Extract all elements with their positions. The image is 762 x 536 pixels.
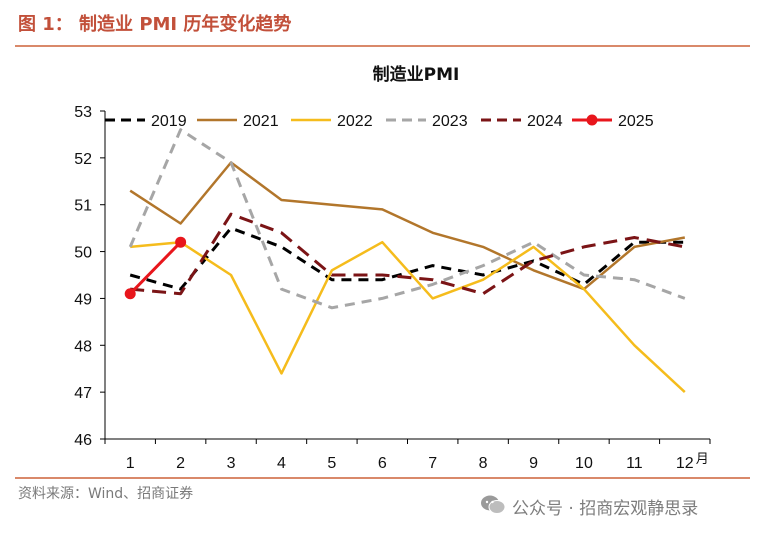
x-tick-label: 1 bbox=[126, 455, 135, 472]
chart-title: 制造业PMI bbox=[373, 64, 460, 85]
y-tick-label: 51 bbox=[74, 198, 92, 215]
source-note: 资料来源：Wind、招商证券 bbox=[18, 486, 194, 502]
y-tick-label: 49 bbox=[74, 291, 92, 308]
series-point-2025 bbox=[175, 236, 187, 248]
legend-label-2025: 2025 bbox=[618, 113, 654, 130]
legend-label-2023: 2023 bbox=[432, 113, 468, 130]
x-tick-label: 3 bbox=[227, 455, 236, 472]
x-tick-label: 9 bbox=[529, 455, 538, 472]
legend-marker-2025 bbox=[586, 114, 598, 126]
x-tick-label: 4 bbox=[277, 455, 286, 472]
watermark-text: 公众号 · 招商宏观静思录 bbox=[512, 499, 699, 519]
figure-title: 图 1： 制造业 PMI 历年变化趋势 bbox=[18, 14, 292, 35]
y-tick-label: 53 bbox=[74, 104, 92, 121]
y-tick-label: 47 bbox=[74, 385, 92, 402]
x-tick-label: 8 bbox=[479, 455, 488, 472]
x-tick-label: 7 bbox=[428, 455, 437, 472]
x-tick-label: 10 bbox=[575, 455, 593, 472]
source-divider bbox=[15, 477, 750, 479]
x-tick-label: 5 bbox=[327, 455, 336, 472]
series-line-2023 bbox=[128, 128, 686, 310]
series-line-2024 bbox=[130, 212, 686, 296]
x-tick-label: 12 bbox=[676, 455, 694, 472]
x-tick-label: 2 bbox=[176, 455, 185, 472]
title-divider bbox=[15, 45, 750, 47]
series-line-2022 bbox=[130, 240, 686, 394]
y-tick-label: 52 bbox=[74, 151, 92, 168]
legend-label-2024: 2024 bbox=[527, 113, 563, 130]
x-tick-label: 11 bbox=[626, 455, 643, 472]
chart-legend: 2019 2021 2022 2023 2024 2025 bbox=[105, 113, 654, 130]
x-axis-unit: 月 bbox=[696, 451, 709, 466]
y-tick-label: 48 bbox=[74, 338, 92, 355]
series-line-2019 bbox=[129, 226, 685, 291]
legend-label-2019: 2019 bbox=[151, 113, 187, 130]
y-tick-label: 46 bbox=[74, 432, 92, 449]
legend-label-2022: 2022 bbox=[337, 113, 373, 130]
chart-series bbox=[124, 128, 686, 394]
legend-label-2021: 2021 bbox=[243, 113, 279, 130]
series-line-2025 bbox=[129, 241, 182, 295]
x-tick-label: 6 bbox=[378, 455, 387, 472]
series-point-2025 bbox=[124, 288, 136, 300]
y-tick-label: 50 bbox=[74, 245, 92, 262]
series-line-2021 bbox=[129, 161, 686, 291]
wechat-icon bbox=[481, 495, 506, 514]
